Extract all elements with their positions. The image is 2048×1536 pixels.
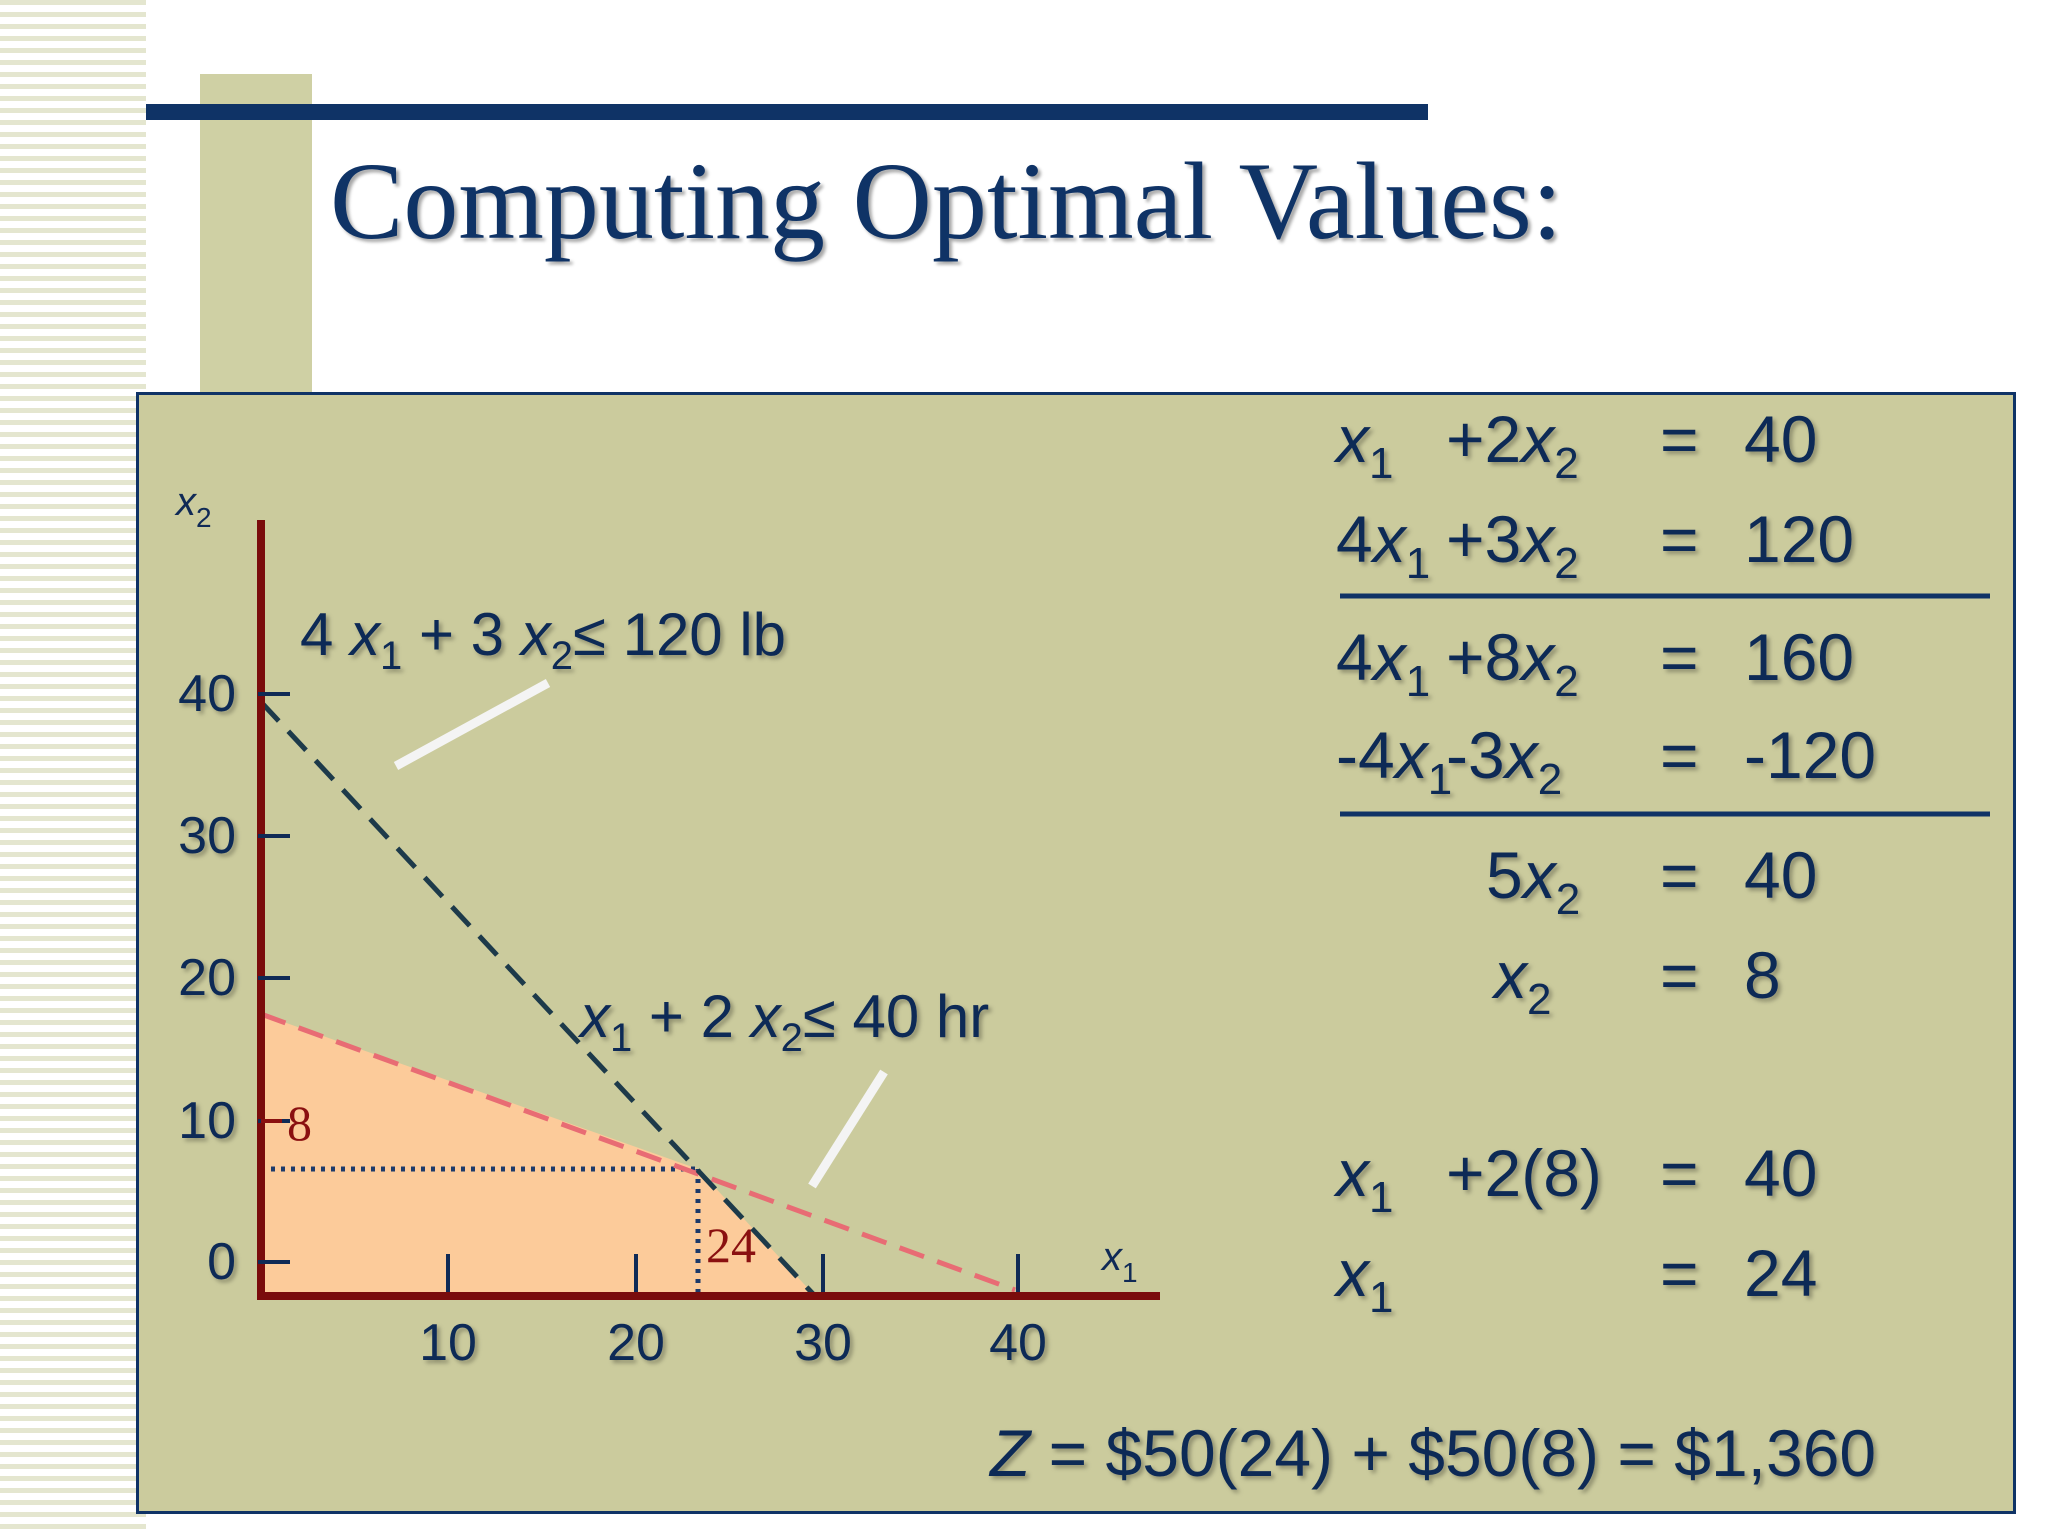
pointer-labor: [808, 1069, 888, 1189]
eq7-lhs1: x1: [1333, 1136, 1393, 1222]
slide-title: Computing Optimal Values:: [330, 140, 1563, 262]
eq5-rhs: 40: [1744, 838, 1817, 912]
eq5-lhs: 5x2: [1486, 838, 1580, 924]
eq3-rhs: 160: [1744, 620, 1854, 694]
eq8-equals: =: [1660, 1236, 1699, 1310]
eq7-lhs2: +2(8): [1446, 1136, 1602, 1210]
eq2-lhs1: 4x1: [1336, 502, 1430, 588]
y-tick-label: 20: [178, 949, 236, 1007]
eq3-lhs2: +8x2: [1446, 620, 1579, 706]
constraint-label-clay: 4 x1 + 3 x2≤ 120 lb: [300, 601, 786, 678]
x2-value-label: 8: [287, 1095, 312, 1151]
eq1-lhs1: x1: [1333, 402, 1393, 488]
x-tick-label: 10: [419, 1314, 477, 1372]
feasible-region: [261, 1014, 815, 1296]
pointer-clay: [393, 679, 551, 770]
eq8-lhs: x1: [1333, 1236, 1393, 1322]
y-tick-label: 0: [207, 1233, 236, 1291]
x1-value-label: 24: [706, 1217, 756, 1273]
eq4-rhs: -120: [1744, 718, 1876, 792]
content-panel: [136, 392, 2016, 1514]
equations-block: x1 +2x2 = 40 4x1 +3x2 = 120 4x1 +8x2 = 1…: [1333, 402, 1876, 1322]
eq4-lhs1: -4x1: [1336, 718, 1452, 804]
constraint-line-clay: [259, 700, 817, 1298]
eq3-equals: =: [1660, 620, 1699, 694]
striped-margin: [0, 0, 146, 1536]
eq2-lhs2: +3x2: [1446, 502, 1579, 588]
eq1-equals: =: [1660, 402, 1699, 476]
eq6-equals: =: [1660, 938, 1699, 1012]
eq7-rhs: 40: [1744, 1136, 1817, 1210]
y-tick-label: 40: [178, 665, 236, 723]
eq3-lhs1: 4x1: [1336, 620, 1430, 706]
eq6-lhs: x2: [1491, 938, 1551, 1024]
x-tick-label: 30: [794, 1314, 852, 1372]
eq6-rhs: 8: [1744, 938, 1781, 1012]
eq8-rhs: 24: [1744, 1236, 1817, 1310]
constraint-line-labor: [260, 1011, 1016, 1293]
title-rule: [146, 104, 1428, 120]
y-tick-label: 10: [178, 1092, 236, 1150]
eq4-lhs2: -3x2: [1446, 718, 1562, 804]
constraint-label-labor: x1 + 2 x2≤ 40 hr: [577, 983, 989, 1060]
eq4-equals: =: [1660, 718, 1699, 792]
x-tick-label: 20: [607, 1314, 665, 1372]
eq7-equals: =: [1660, 1136, 1699, 1210]
y-tick-label: 30: [178, 807, 236, 865]
eq2-equals: =: [1660, 502, 1699, 576]
decorative-block: [200, 74, 312, 404]
eq1-rhs: 40: [1744, 402, 1817, 476]
eq2-rhs: 120: [1744, 502, 1854, 576]
objective-function: Z = $50(24) + $50(8) = $1,360: [988, 1416, 1876, 1490]
x-axis-title: x1: [1100, 1235, 1138, 1288]
x-tick-marks: [446, 1254, 1020, 1292]
eq1-lhs2: +2x2: [1446, 402, 1579, 488]
y-axis-title: x2: [174, 480, 212, 533]
eq5-equals: =: [1660, 838, 1699, 912]
x-tick-label: 40: [989, 1314, 1047, 1372]
